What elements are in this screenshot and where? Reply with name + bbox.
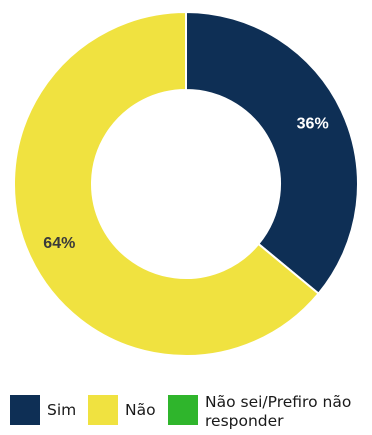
donut-slice-0 xyxy=(185,10,359,296)
legend-item-nao: Não xyxy=(88,393,172,433)
legend-label-nao-sei: Não sei/Prefiro não responder xyxy=(205,393,352,430)
legend-swatch-nao xyxy=(88,395,118,425)
legend-swatch-sim xyxy=(10,395,40,425)
donut-slice-1 xyxy=(13,10,320,357)
data-label-0: 36% xyxy=(297,116,329,133)
data-label-1: 64% xyxy=(43,235,75,252)
legend-label-nao: Não xyxy=(125,401,156,419)
legend-item-sim: Sim xyxy=(10,393,90,433)
chart-legend: Sim Não Não sei/Prefiro não responder xyxy=(10,393,370,433)
donut-chart: 36% 64% xyxy=(13,10,359,357)
legend-swatch-nao-sei xyxy=(168,395,198,425)
legend-item-nao-sei: Não sei/Prefiro não responder xyxy=(168,393,370,433)
legend-label-sim: Sim xyxy=(47,401,77,419)
